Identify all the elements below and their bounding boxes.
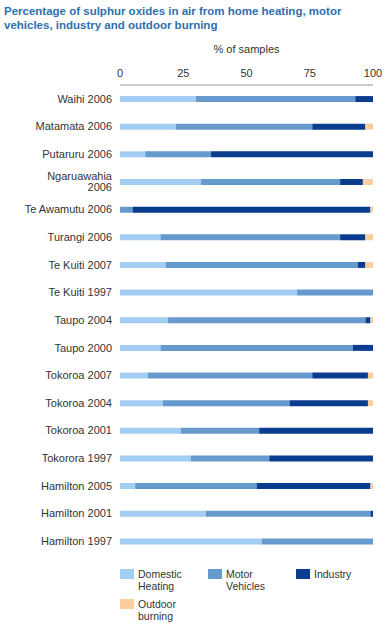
svg-text:Taupo 2004: Taupo 2004	[55, 314, 113, 326]
svg-text:Te Kuiti 2007: Te Kuiti 2007	[48, 259, 112, 271]
svg-text:Te Awamutu 2006: Te Awamutu 2006	[25, 203, 112, 215]
svg-text:% of samples: % of samples	[213, 43, 280, 55]
html-text:Motor Vehicles: Motor Vehicles	[226, 568, 266, 592]
svg-text:100: 100	[364, 67, 377, 79]
html-text:Domestic Heating: Domestic Heating	[138, 568, 182, 592]
html-text:Percentage of sulphur oxides i: Percentage of sulphur oxides in air from…	[4, 5, 342, 31]
svg-text:25: 25	[177, 67, 189, 79]
svg-text:Tokoroa 2007: Tokoroa 2007	[45, 369, 112, 381]
html-text:Outdoor burning: Outdoor burning	[138, 598, 176, 622]
svg-text:Te Kuiti 1997: Te Kuiti 1997	[48, 286, 112, 298]
svg-text:Taupo 2000: Taupo 2000	[55, 342, 113, 354]
svg-text:Waihi 2006: Waihi 2006	[57, 93, 112, 105]
svg-text:Hamilton 2005: Hamilton 2005	[41, 480, 112, 492]
svg-text:Ngaruawahia2006: Ngaruawahia2006	[47, 170, 113, 193]
svg-text:Turangi 2006: Turangi 2006	[48, 231, 112, 243]
svg-text:Hamilton 1997: Hamilton 1997	[41, 535, 112, 547]
svg-text:Matamata 2006: Matamata 2006	[36, 120, 112, 132]
svg-text:Tokorora 1997: Tokorora 1997	[42, 452, 112, 464]
svg-text:Hamilton 2001: Hamilton 2001	[41, 507, 112, 519]
svg-text:Putaruru 2006: Putaruru 2006	[42, 148, 112, 160]
html-text:Industry: Industry	[314, 568, 352, 580]
svg-text:Tokoroa 2004: Tokoroa 2004	[45, 397, 112, 409]
svg-text:Tokoroa 2001: Tokoroa 2001	[45, 424, 112, 436]
svg-text:50: 50	[240, 67, 252, 79]
svg-text:75: 75	[304, 67, 316, 79]
svg-text:0: 0	[117, 67, 123, 79]
